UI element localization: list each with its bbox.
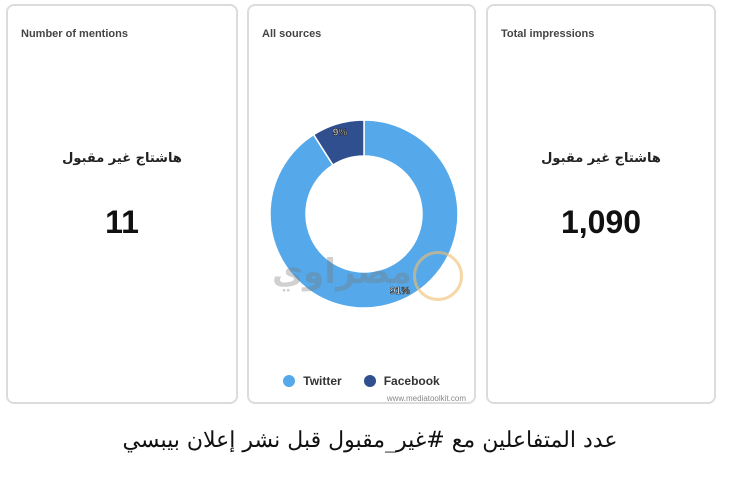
card-title: Number of mentions <box>21 28 128 40</box>
sources-card: All sources 91% 9% Twitter Facebook www.m… <box>247 4 476 404</box>
credit-link: www.mediatoolkit.com <box>386 394 466 403</box>
donut-slice-facebook[interactable] <box>312 119 365 167</box>
legend-item-facebook[interactable]: Facebook <box>363 374 440 388</box>
legend-swatch <box>363 375 376 387</box>
watermark-text: مصراوي <box>272 252 412 292</box>
card-title: All sources <box>262 28 322 40</box>
legend: Twitter Facebook <box>249 374 474 388</box>
caption: عدد المتفاعلين مع #غير_مقبول قبل نشر إعل… <box>122 428 618 453</box>
legend-item-twitter[interactable]: Twitter <box>283 374 342 388</box>
mentions-count: 11 <box>105 204 139 240</box>
slice-label: 91% <box>390 286 410 297</box>
hashtag-label: هاشتاج غير مقبول <box>541 151 661 166</box>
legend-label: Twitter <box>303 374 342 388</box>
donut-chart: 91% 9% <box>269 119 459 309</box>
impressions-card: Total impressions هاشتاج غير مقبول 1,090 <box>486 4 716 404</box>
legend-swatch <box>283 375 296 387</box>
donut-slice-twitter[interactable] <box>269 119 459 309</box>
card-title: Total impressions <box>501 28 595 40</box>
watermark-logo-icon <box>413 251 463 301</box>
legend-label: Facebook <box>383 374 440 388</box>
hashtag-label: هاشتاج غير مقبول <box>62 151 182 166</box>
impressions-count: 1,090 <box>560 204 642 240</box>
mentions-card: Number of mentions هاشتاج غير مقبول 11 <box>6 4 238 404</box>
slice-label: 9% <box>333 127 348 138</box>
